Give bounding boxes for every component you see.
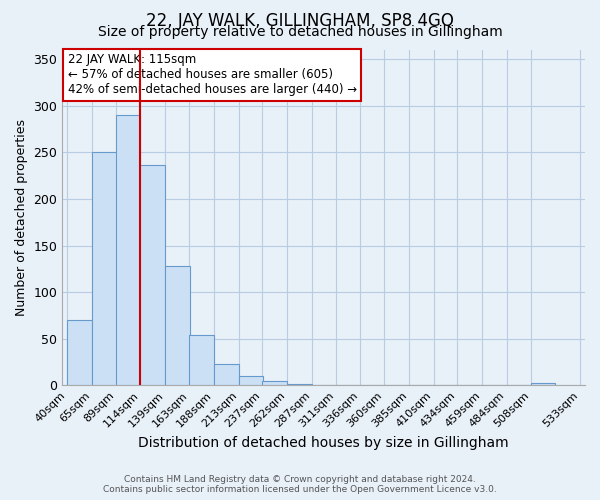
X-axis label: Distribution of detached houses by size in Gillingham: Distribution of detached houses by size … [139,436,509,450]
Text: 22 JAY WALK: 115sqm
← 57% of detached houses are smaller (605)
42% of semi-detac: 22 JAY WALK: 115sqm ← 57% of detached ho… [68,54,356,96]
Bar [92,152,117,385]
Bar [530,384,556,385]
Bar [214,364,239,385]
Bar [287,384,312,385]
Y-axis label: Number of detached properties: Number of detached properties [15,119,28,316]
Text: Contains HM Land Registry data © Crown copyright and database right 2024.
Contai: Contains HM Land Registry data © Crown c… [103,474,497,494]
Bar [116,115,140,385]
Text: 22, JAY WALK, GILLINGHAM, SP8 4GQ: 22, JAY WALK, GILLINGHAM, SP8 4GQ [146,12,454,30]
Bar [67,320,92,385]
Bar [239,376,263,385]
Bar [262,380,287,385]
Bar [189,335,214,385]
Bar [165,266,190,385]
Bar [140,164,165,385]
Text: Size of property relative to detached houses in Gillingham: Size of property relative to detached ho… [98,25,502,39]
